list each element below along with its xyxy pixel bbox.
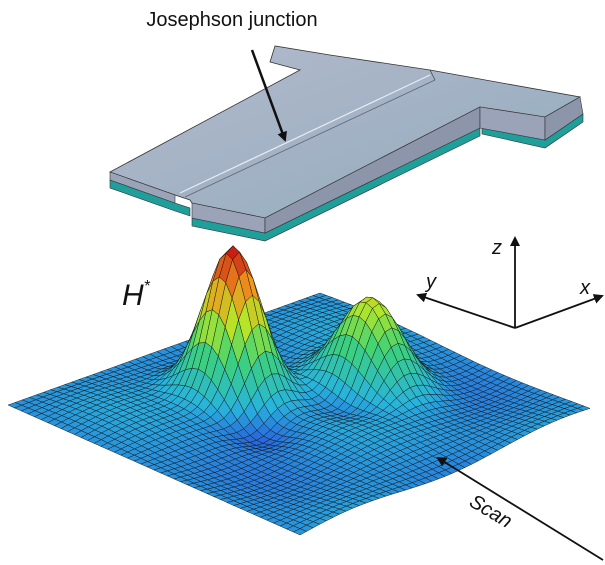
z-label: z — [491, 237, 502, 259]
figure: Josephson junction H* z y x Scan — [0, 0, 605, 565]
y-label: y — [424, 271, 437, 293]
field-superscript: * — [144, 278, 151, 295]
scan-arrow — [438, 458, 603, 560]
axes-triad: z y x — [418, 237, 602, 328]
y-axis — [418, 295, 515, 328]
junction-label: Josephson junction — [146, 9, 317, 31]
x-axis — [515, 296, 602, 328]
device — [110, 46, 583, 241]
field-label: H* — [122, 278, 151, 312]
scan-label: Scan — [465, 490, 515, 532]
x-label: x — [579, 277, 591, 299]
field-symbol: H — [122, 279, 144, 312]
field-surface — [8, 246, 590, 535]
